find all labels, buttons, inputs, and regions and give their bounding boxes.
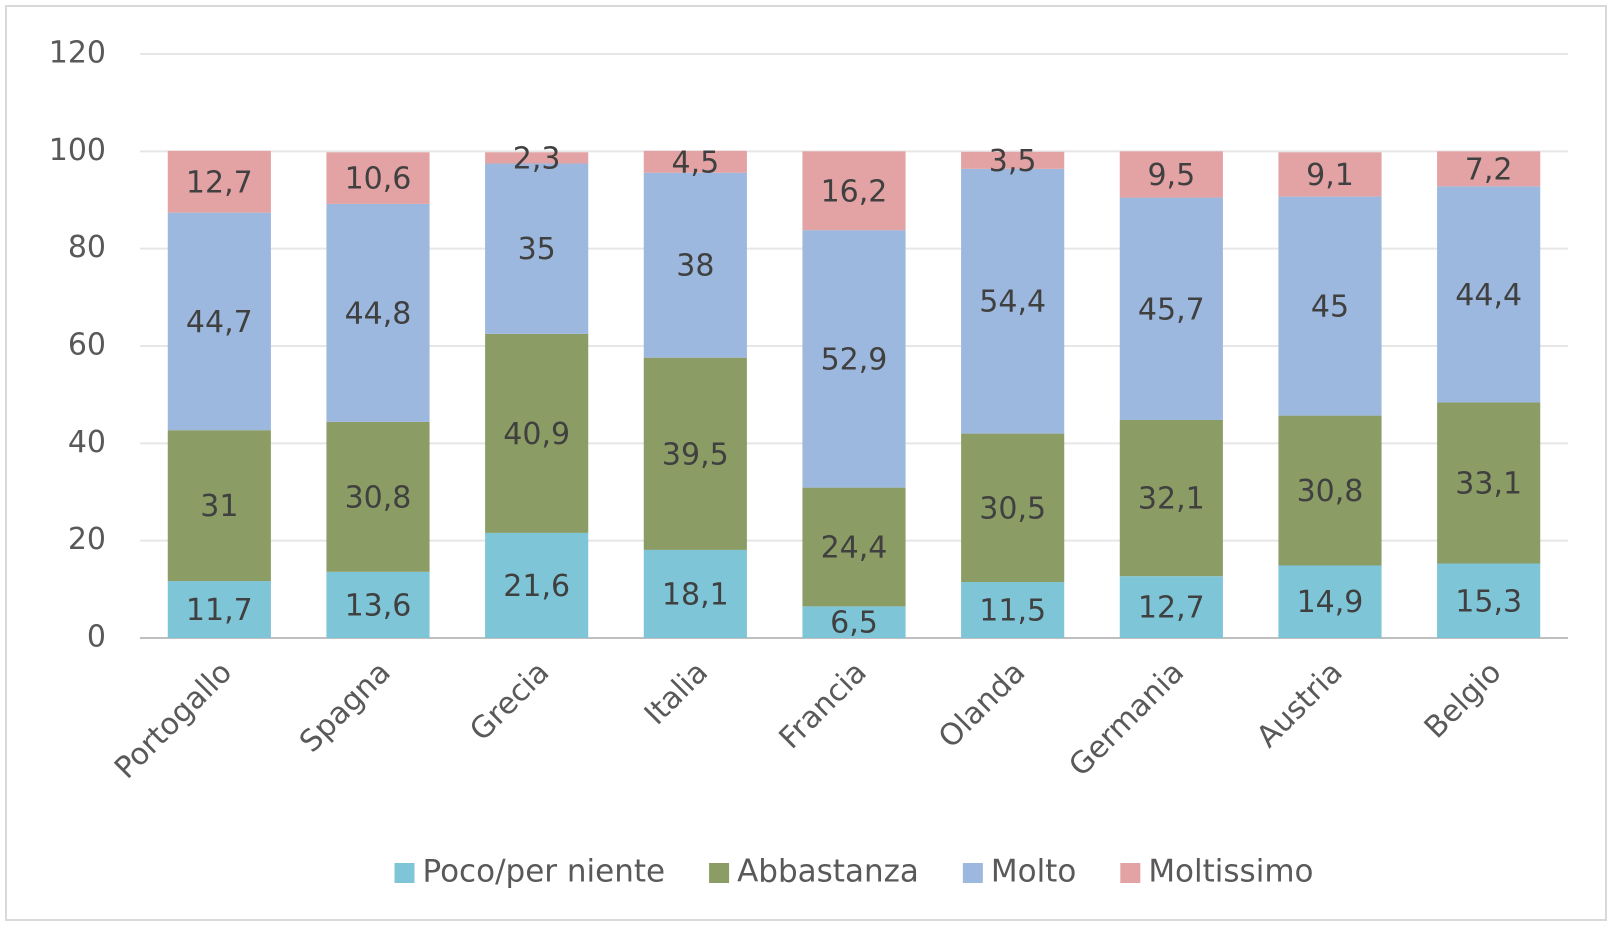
data-label: 44,7 bbox=[186, 305, 253, 340]
bar-segment bbox=[326, 152, 430, 204]
bar-segment bbox=[961, 168, 1065, 434]
legend-label: Molto bbox=[991, 854, 1076, 890]
bar-segment bbox=[326, 203, 430, 422]
data-label: 45 bbox=[1311, 290, 1349, 325]
y-tick-label: 40 bbox=[68, 425, 106, 460]
data-label: 7,2 bbox=[1465, 152, 1513, 187]
legend-label: Abbastanza bbox=[737, 854, 919, 890]
bar-segment bbox=[1278, 415, 1382, 566]
y-tick-label: 120 bbox=[49, 36, 106, 71]
bar-segment bbox=[802, 151, 906, 231]
data-label: 44,4 bbox=[1455, 278, 1522, 313]
y-tick-label: 80 bbox=[68, 230, 106, 265]
data-label: 38 bbox=[676, 249, 714, 284]
data-label: 45,7 bbox=[1138, 292, 1205, 327]
data-label: 14,9 bbox=[1297, 585, 1364, 620]
bar-segment bbox=[485, 532, 589, 638]
data-label: 44,8 bbox=[345, 296, 412, 331]
data-label: 40,9 bbox=[503, 417, 570, 452]
bar-segment bbox=[1278, 196, 1382, 416]
legend-swatch bbox=[1120, 863, 1141, 883]
y-tick-label: 100 bbox=[49, 133, 106, 168]
data-label: 39,5 bbox=[662, 437, 729, 472]
data-label: 30,5 bbox=[979, 491, 1046, 526]
data-label: 12,7 bbox=[1138, 591, 1205, 626]
bar-segment bbox=[802, 230, 906, 488]
data-label: 11,5 bbox=[979, 594, 1046, 629]
legend-swatch bbox=[394, 863, 415, 883]
legend-swatch bbox=[709, 863, 730, 883]
bar-segment bbox=[1437, 402, 1541, 564]
y-tick-label: 20 bbox=[68, 522, 106, 557]
data-label: 52,9 bbox=[821, 342, 888, 377]
bar-segment bbox=[961, 433, 1065, 583]
bar-segment bbox=[326, 571, 430, 638]
bar-segment bbox=[643, 172, 747, 358]
y-tick-label: 0 bbox=[87, 620, 106, 655]
bar-segment bbox=[167, 430, 271, 582]
bar-segment bbox=[167, 150, 271, 213]
data-label: 18,1 bbox=[662, 577, 729, 612]
data-label: 30,8 bbox=[1297, 474, 1364, 509]
data-label: 4,5 bbox=[671, 145, 719, 180]
data-label: 9,5 bbox=[1147, 158, 1195, 193]
data-label: 54,4 bbox=[979, 285, 1046, 320]
bar-segment bbox=[1437, 151, 1541, 187]
data-label: 16,2 bbox=[821, 174, 888, 209]
data-label: 33,1 bbox=[1455, 466, 1522, 501]
data-label: 10,6 bbox=[345, 162, 412, 197]
y-tick-label: 60 bbox=[68, 328, 106, 363]
bar-segment bbox=[643, 549, 747, 638]
bar-segment bbox=[961, 151, 1065, 169]
data-label: 21,6 bbox=[503, 569, 570, 604]
bar-segment bbox=[961, 582, 1065, 638]
bar-segment bbox=[1119, 419, 1223, 577]
bar-segment bbox=[485, 333, 589, 533]
data-label: 30,8 bbox=[345, 480, 412, 515]
data-label: 31 bbox=[200, 489, 238, 524]
data-label: 6,5 bbox=[830, 606, 878, 641]
bar-segment bbox=[167, 212, 271, 431]
legend-swatch bbox=[962, 863, 983, 883]
data-label: 32,1 bbox=[1138, 482, 1205, 517]
data-label: 15,3 bbox=[1455, 584, 1522, 619]
bar-segment bbox=[802, 487, 906, 607]
bar-segment bbox=[1278, 152, 1382, 197]
data-label: 35 bbox=[518, 232, 556, 267]
data-label: 11,7 bbox=[186, 593, 253, 628]
data-label: 24,4 bbox=[821, 530, 888, 565]
bar-segment bbox=[485, 163, 589, 334]
bar-segment bbox=[1119, 151, 1223, 198]
bar-segment bbox=[802, 606, 906, 638]
bar-segment bbox=[326, 421, 430, 572]
data-label: 12,7 bbox=[186, 165, 253, 200]
bar-segment bbox=[485, 152, 589, 164]
bar-segment bbox=[643, 357, 747, 550]
bar-segment bbox=[643, 150, 747, 173]
legend-label: Poco/per niente bbox=[423, 854, 666, 890]
legend-label: Moltissimo bbox=[1148, 854, 1313, 890]
bar-segment bbox=[1278, 565, 1382, 638]
data-label: 9,1 bbox=[1306, 158, 1354, 193]
bar-segment bbox=[1437, 186, 1541, 403]
bar-segment bbox=[167, 581, 271, 638]
data-label: 2,3 bbox=[513, 141, 561, 176]
data-label: 13,6 bbox=[345, 588, 412, 623]
bar-segment bbox=[1437, 563, 1541, 638]
data-label: 3,5 bbox=[989, 144, 1037, 179]
bar-segment bbox=[1119, 197, 1223, 420]
bar-segment bbox=[1119, 576, 1223, 638]
